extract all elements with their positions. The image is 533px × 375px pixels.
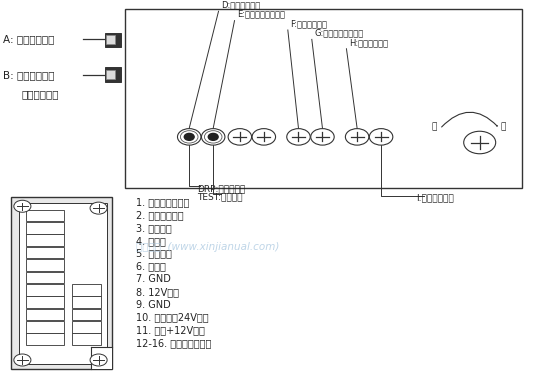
Text: H:缓行速度调节: H:缓行速度调节 xyxy=(349,38,388,47)
Text: 7: 7 xyxy=(28,285,33,294)
Text: 11. 锁控+12V输出: 11. 锁控+12V输出 xyxy=(136,325,205,335)
Text: 2. 门禁信号输入: 2. 门禁信号输入 xyxy=(136,210,183,220)
Circle shape xyxy=(311,129,334,145)
Text: 6. 公共端: 6. 公共端 xyxy=(136,261,166,271)
Text: 6: 6 xyxy=(28,273,33,282)
Text: （点开点关）: （点开点关） xyxy=(21,89,59,99)
Text: 10: 10 xyxy=(28,322,37,332)
Text: 1: 1 xyxy=(28,211,33,220)
Text: 4: 4 xyxy=(28,248,33,257)
Circle shape xyxy=(14,354,31,366)
Text: 11: 11 xyxy=(28,334,37,344)
Text: B: 两次感应开关: B: 两次感应开关 xyxy=(3,70,54,80)
Circle shape xyxy=(201,129,225,145)
Bar xyxy=(19,202,107,364)
FancyArrowPatch shape xyxy=(442,112,497,127)
Text: A: 左右切换开关: A: 左右切换开关 xyxy=(3,34,54,44)
Text: TEST:测试按钮: TEST:测试按钮 xyxy=(197,192,243,201)
Bar xyxy=(72,284,101,296)
Text: 9: 9 xyxy=(28,310,33,319)
Text: 14: 14 xyxy=(74,310,83,319)
Bar xyxy=(105,68,121,82)
Bar xyxy=(125,9,522,188)
Bar xyxy=(26,321,64,333)
Bar xyxy=(26,284,64,296)
Bar xyxy=(26,210,64,221)
Text: 重庆新颁  (www.xinjianual.com): 重庆新颁 (www.xinjianual.com) xyxy=(136,243,279,252)
Bar xyxy=(26,333,64,345)
Text: D:开门速度调节: D:开门速度调节 xyxy=(221,0,261,9)
Text: 2: 2 xyxy=(28,223,33,232)
Text: 小: 小 xyxy=(432,122,437,131)
Text: 7. GND: 7. GND xyxy=(136,274,171,284)
Text: F:关门速度调节: F:关门速度调节 xyxy=(290,19,327,28)
Text: 5. 互锁输出: 5. 互锁输出 xyxy=(136,249,172,258)
Circle shape xyxy=(90,202,107,214)
Circle shape xyxy=(369,129,393,145)
Text: I:门体开放时间: I:门体开放时间 xyxy=(416,194,454,202)
Text: 3: 3 xyxy=(28,236,33,244)
Bar xyxy=(26,309,64,320)
Circle shape xyxy=(287,129,310,145)
Bar xyxy=(26,222,64,234)
Circle shape xyxy=(252,129,276,145)
Bar xyxy=(11,197,112,369)
Text: 5: 5 xyxy=(28,260,33,269)
Bar xyxy=(105,33,121,47)
Text: 10. 后备电源24V输入: 10. 后备电源24V输入 xyxy=(136,312,208,322)
Text: 1. 安全光线的输入: 1. 安全光线的输入 xyxy=(136,198,189,207)
Circle shape xyxy=(184,134,194,140)
Text: 12-16. 遥控接收器接口: 12-16. 遥控接收器接口 xyxy=(136,338,211,348)
Text: 15: 15 xyxy=(74,322,83,332)
Circle shape xyxy=(464,131,496,154)
Circle shape xyxy=(228,129,252,145)
Bar xyxy=(72,321,101,333)
Text: 8: 8 xyxy=(28,298,33,307)
Text: DRP:电源指示灯: DRP:电源指示灯 xyxy=(197,184,246,193)
Text: 12: 12 xyxy=(74,285,83,294)
Bar xyxy=(72,296,101,308)
Text: 9. GND: 9. GND xyxy=(136,300,171,309)
Circle shape xyxy=(14,200,31,212)
Bar xyxy=(72,309,101,320)
Bar xyxy=(26,247,64,258)
Circle shape xyxy=(208,134,218,140)
Bar xyxy=(26,272,64,283)
Text: 4. 公共端: 4. 公共端 xyxy=(136,236,166,246)
Text: 16: 16 xyxy=(74,334,83,344)
Text: 8. 12V输出: 8. 12V输出 xyxy=(136,287,179,297)
Text: G:关门缓行距离调节: G:关门缓行距离调节 xyxy=(314,28,364,38)
Text: 大: 大 xyxy=(501,122,506,131)
Circle shape xyxy=(345,129,369,145)
Text: 3. 互锁输入: 3. 互锁输入 xyxy=(136,223,172,233)
Circle shape xyxy=(90,354,107,366)
Bar xyxy=(26,296,64,308)
Bar xyxy=(26,259,64,271)
Bar xyxy=(26,234,64,246)
Text: 13: 13 xyxy=(74,298,83,307)
Circle shape xyxy=(177,129,201,145)
Bar xyxy=(106,70,115,79)
Bar xyxy=(91,347,112,369)
Text: E:开门缓行距离调节: E:开门缓行距离调节 xyxy=(237,10,285,19)
Bar xyxy=(106,35,115,44)
Bar xyxy=(72,333,101,345)
